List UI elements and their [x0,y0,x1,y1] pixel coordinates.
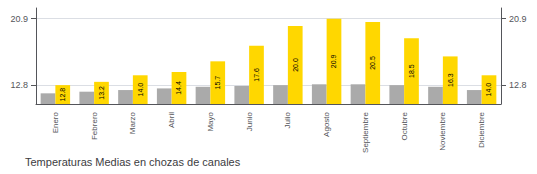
svg-text:Febrero: Febrero [90,111,99,140]
svg-text:Diciembre: Diciembre [477,111,486,148]
svg-text:Agosto: Agosto [322,111,331,136]
svg-text:Marzo: Marzo [128,111,137,134]
svg-text:20.9: 20.9 [330,54,337,68]
svg-text:17.6: 17.6 [253,68,260,82]
svg-text:16.3: 16.3 [447,73,454,87]
svg-text:Mayo: Mayo [206,111,215,131]
svg-text:12.8: 12.8 [59,88,66,102]
svg-text:20.9: 20.9 [10,14,28,24]
svg-text:14.0: 14.0 [137,83,144,97]
svg-text:Enero: Enero [51,111,60,133]
svg-text:12.8: 12.8 [10,80,28,90]
svg-text:Septiembre: Septiembre [361,111,370,152]
svg-text:20.5: 20.5 [369,56,376,70]
svg-text:Julio: Julio [283,111,292,128]
svg-text:18.5: 18.5 [408,64,415,78]
svg-text:13.2: 13.2 [98,86,105,100]
svg-text:12.8: 12.8 [509,80,527,90]
svg-text:Noviembre: Noviembre [438,111,447,150]
svg-text:14.0: 14.0 [485,83,492,97]
svg-text:Junio: Junio [245,111,254,131]
svg-text:Octubre: Octubre [400,111,409,140]
svg-text:20.9: 20.9 [509,14,527,24]
svg-text:Temperaturas Medias en chozas: Temperaturas Medias en chozas de canales [25,156,241,168]
svg-text:Abril: Abril [167,112,176,128]
svg-text:20.0: 20.0 [292,58,299,72]
svg-text:15.7: 15.7 [214,76,221,90]
svg-text:14.4: 14.4 [175,81,182,95]
